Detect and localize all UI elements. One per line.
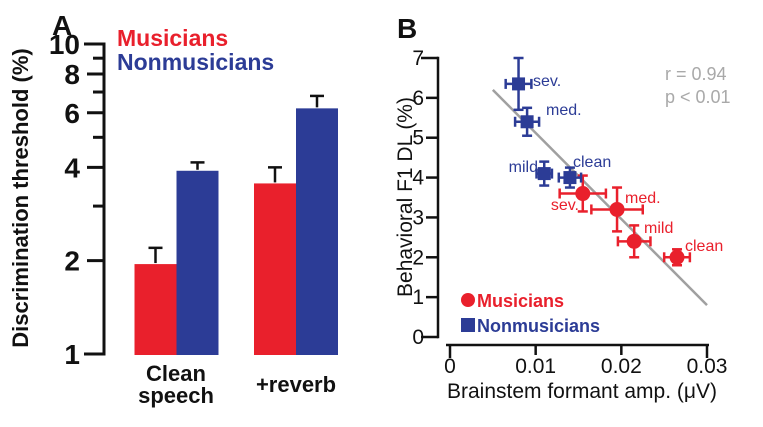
panel-a-label: A: [52, 10, 72, 41]
legend-a-nonmusicians-label: Nonmusicians: [117, 49, 274, 75]
data-point-nonmusicians-clean: [563, 171, 577, 185]
bar-musicians-0: [134, 264, 177, 355]
correlation-p-value: p < 0.01: [665, 87, 731, 107]
category-reverb: +reverb: [256, 372, 336, 397]
panel-a-geometry: 108 6 4 2 1: [49, 29, 338, 370]
panel-b-x-axis-title: Brainstem formant amp. (μV): [447, 380, 717, 403]
category-clean-speech-line2: speech: [138, 383, 214, 408]
x-tick-label: 0.03: [687, 355, 728, 378]
y-tick-label: 8: [64, 59, 80, 90]
category-clean-speech-line1: Clean: [146, 361, 206, 386]
y-tick-label: 10: [49, 29, 80, 60]
y-tick-label: 2: [412, 246, 424, 269]
legend-b-nonmusicians-label: Nonmusicians: [477, 316, 600, 336]
bar-nonmusicians-1: [296, 108, 338, 355]
panel-b-label: B: [397, 13, 417, 44]
panel-b-y-axis-title: Behavioral F1 DL (%): [394, 97, 417, 297]
point-label: clean: [685, 238, 723, 255]
point-label: med.: [546, 102, 582, 119]
data-point-musicians-mild: [626, 233, 642, 249]
panel-b-scatter-plot: B Behavioral F1 DL (%) Brainstem formant…: [394, 13, 731, 403]
data-point-nonmusicians-sev: [512, 77, 526, 91]
y-tick-label: 0: [412, 326, 424, 349]
data-point-musicians-med: [609, 201, 625, 217]
y-tick-label: 5: [412, 127, 424, 150]
data-point-musicians-clean: [669, 249, 685, 265]
y-tick-label: 7: [412, 47, 424, 70]
panel-b-geometry: 0 1 2 3 4 5 6 7 0 0.01 0.02 0.03 sev. med. mild clean se…: [412, 47, 727, 378]
data-point-nonmusicians-med: [520, 115, 534, 129]
legend-a-musicians-label: Musicians: [117, 25, 228, 51]
panel-a-y-axis-title: Discrimination threshold (%): [8, 48, 33, 347]
point-label: sev.: [551, 197, 579, 214]
y-tick-label: 1: [412, 286, 424, 309]
x-tick-label: 0.02: [601, 355, 642, 378]
y-tick-label: 6: [412, 87, 424, 110]
y-tick-label: 4: [64, 152, 80, 183]
point-label: med.: [625, 190, 661, 207]
bar-musicians-1: [254, 183, 296, 355]
legend-b-musicians-label: Musicians: [477, 291, 564, 311]
x-tick-label: 0.01: [515, 355, 556, 378]
point-label: mild: [644, 220, 673, 237]
point-label: sev.: [533, 73, 561, 90]
x-tick-label: 0: [444, 355, 456, 378]
legend-b-musicians-marker: [461, 293, 475, 307]
panel-a-bar-chart: A Discrimination threshold (%) Musicians…: [8, 10, 338, 408]
y-tick-label: 6: [64, 98, 80, 129]
point-label: mild: [509, 159, 538, 176]
bar-nonmusicians-0: [176, 170, 219, 355]
y-tick-label: 2: [64, 246, 80, 277]
data-point-musicians-sev: [575, 186, 591, 202]
data-point-nonmusicians-mild: [537, 167, 551, 181]
legend-b-nonmusicians-marker: [461, 318, 475, 332]
correlation-r-value: r = 0.94: [665, 64, 727, 84]
y-tick-label: 3: [412, 206, 424, 229]
y-tick-label: 1: [64, 339, 80, 370]
point-label: clean: [573, 154, 611, 171]
y-tick-label: 4: [412, 167, 424, 190]
